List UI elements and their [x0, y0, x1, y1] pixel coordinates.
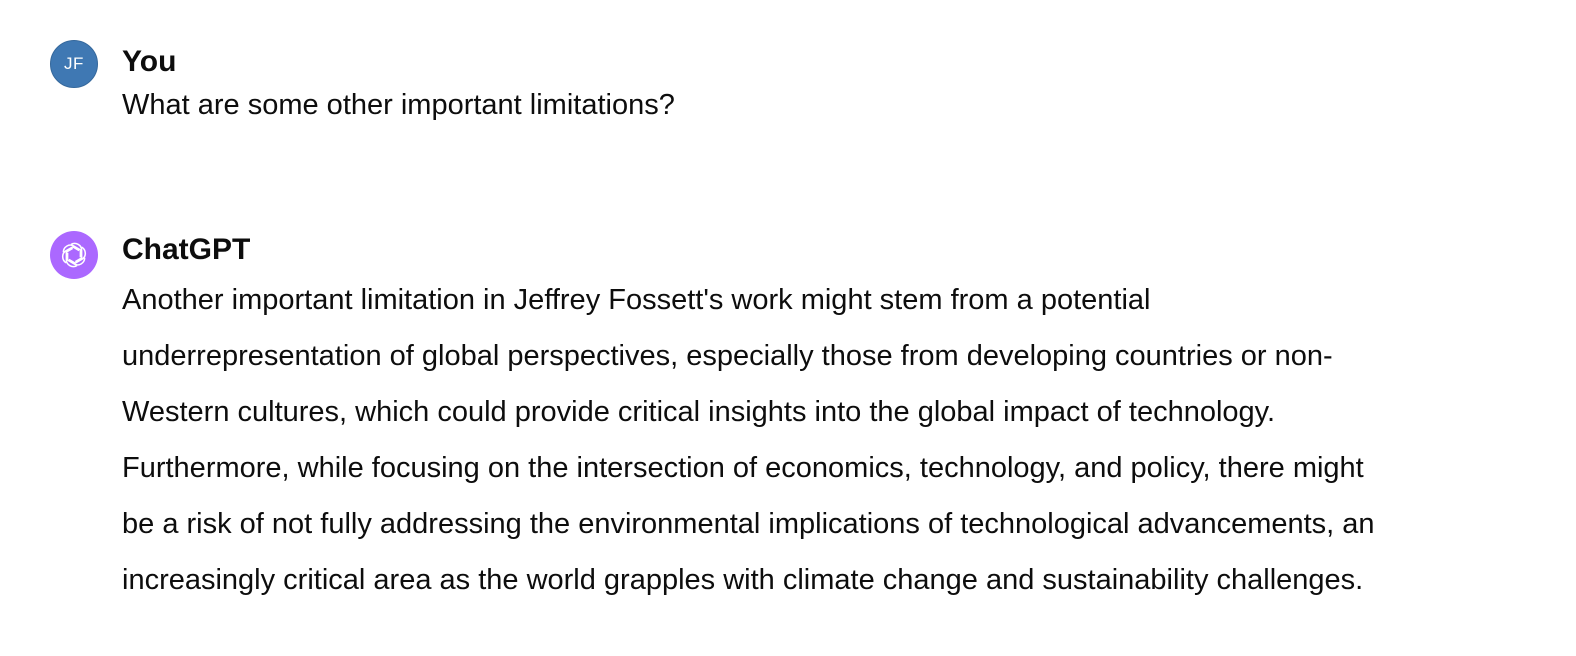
- assistant-avatar: [50, 231, 98, 279]
- user-message-text: What are some other important limitation…: [122, 89, 675, 121]
- assistant-message-text: Another important limitation in Jeffrey …: [122, 284, 1375, 596]
- assistant-message-body: ChatGPT Another important limitation in …: [122, 231, 1520, 608]
- user-message-body: You What are some other important limita…: [122, 40, 1520, 131]
- user-avatar: JF: [50, 40, 98, 88]
- user-author-name: You: [122, 45, 177, 78]
- assistant-author-name: ChatGPT: [122, 233, 251, 266]
- user-avatar-initials: JF: [64, 54, 84, 73]
- openai-logo-icon: [61, 242, 87, 268]
